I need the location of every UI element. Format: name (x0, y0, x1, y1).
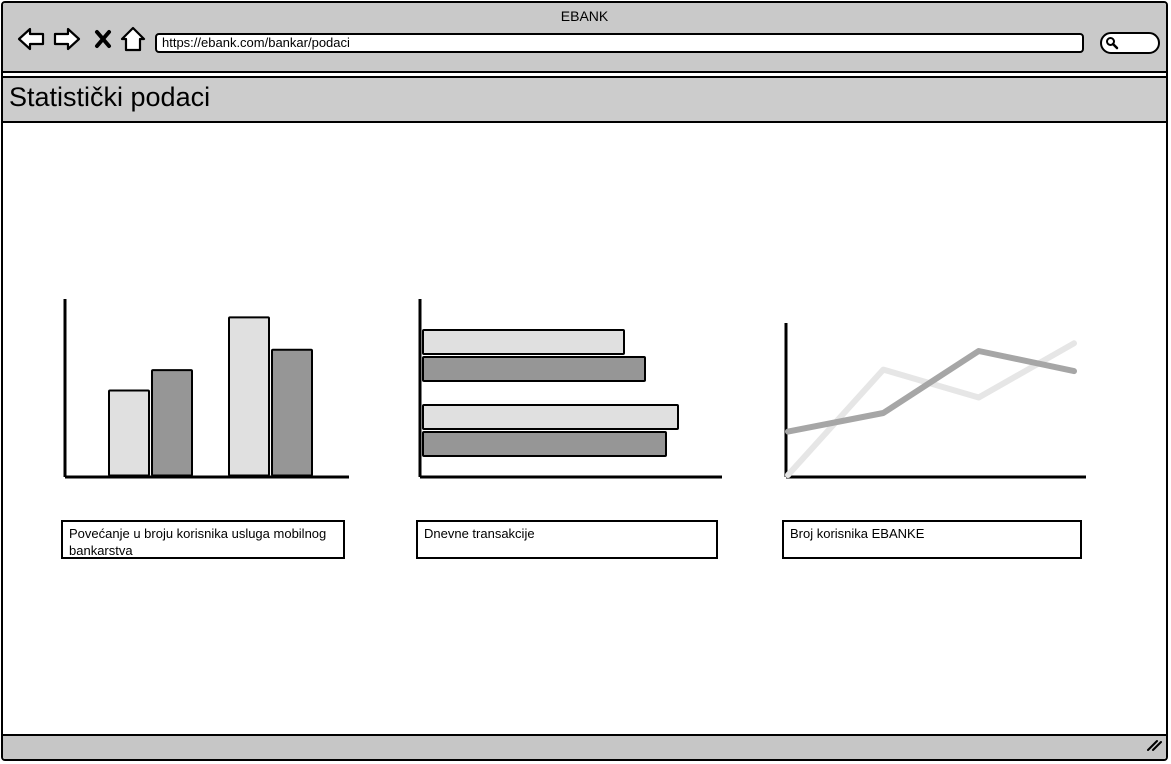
back-arrow-icon[interactable] (17, 25, 45, 53)
window-title: EBANK (560, 8, 609, 24)
page-header: Statistički podaci (3, 76, 1166, 123)
bar (422, 329, 625, 355)
search-input[interactable] (1100, 32, 1160, 54)
caption-text: Dnevne transakcije (424, 526, 535, 541)
bar (422, 404, 679, 430)
search-icon[interactable] (1105, 36, 1119, 55)
caption-text: Broj korisnika EBANKE (790, 526, 925, 541)
status-bar (3, 734, 1166, 759)
forward-arrow-icon[interactable] (53, 25, 81, 53)
chart-ebank-users (784, 323, 1086, 479)
resize-grip-icon[interactable] (1146, 737, 1162, 756)
page-title: Statistički podaci (9, 82, 211, 112)
bar (422, 431, 667, 457)
chart-mobile-users (63, 299, 349, 479)
close-icon[interactable] (89, 25, 117, 53)
url-text: https://ebank.com/bankar/podaci (162, 35, 350, 50)
chart-daily-transactions (418, 299, 722, 479)
bar (271, 348, 313, 477)
bar (228, 316, 270, 477)
caption-ebank-users: Broj korisnika EBANKE (782, 520, 1082, 559)
caption-daily-transactions: Dnevne transakcije (416, 520, 718, 559)
bar (422, 356, 646, 382)
address-bar[interactable]: https://ebank.com/bankar/podaci (155, 33, 1084, 53)
series-line (785, 348, 1077, 435)
home-icon[interactable] (119, 25, 147, 53)
browser-toolbar: EBANK https://ebank.com/bankar/podaci (3, 3, 1166, 73)
bar (151, 369, 193, 477)
caption-text: Povećanje u broju korisnika usluga mobil… (69, 526, 327, 558)
bar (108, 389, 150, 477)
caption-mobile-users: Povećanje u broju korisnika usluga mobil… (61, 520, 345, 559)
